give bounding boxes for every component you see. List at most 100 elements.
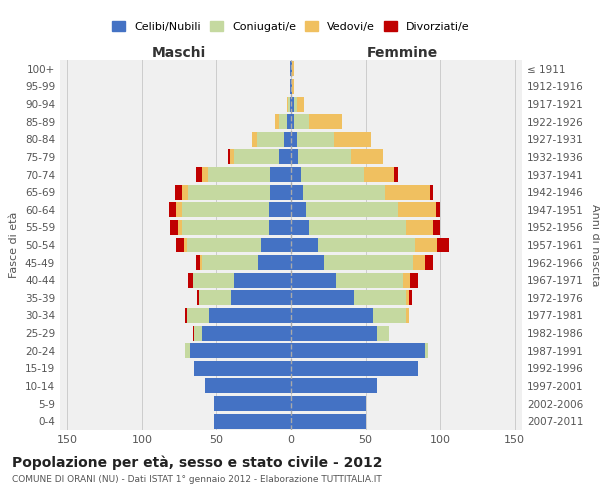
Bar	[187, 308, 209, 323]
Bar	[176, 202, 182, 218]
Bar	[291, 132, 297, 147]
Bar	[193, 326, 194, 340]
Bar	[294, 96, 297, 112]
Bar	[437, 238, 449, 252]
Bar	[377, 326, 389, 340]
Bar	[297, 132, 334, 147]
Bar	[291, 255, 324, 270]
Bar	[298, 150, 350, 164]
Bar	[291, 79, 292, 94]
Bar	[413, 255, 425, 270]
Bar	[297, 96, 304, 112]
Bar	[175, 184, 182, 200]
Bar	[232, 290, 291, 306]
Bar	[291, 62, 292, 76]
Bar	[291, 273, 336, 287]
Bar	[406, 308, 409, 323]
Bar	[176, 238, 184, 252]
Bar	[301, 167, 364, 182]
Bar	[425, 255, 433, 270]
Bar	[415, 238, 437, 252]
Bar	[196, 255, 200, 270]
Bar	[193, 273, 235, 287]
Bar	[394, 167, 398, 182]
Bar	[291, 114, 294, 129]
Bar	[257, 132, 284, 147]
Bar	[170, 220, 178, 235]
Bar	[258, 255, 291, 270]
Bar	[292, 79, 294, 94]
Bar	[194, 361, 291, 376]
Bar	[290, 79, 291, 94]
Bar	[306, 202, 398, 218]
Bar	[230, 150, 235, 164]
Bar	[235, 273, 291, 287]
Bar	[269, 202, 291, 218]
Bar	[270, 184, 291, 200]
Bar	[291, 167, 301, 182]
Bar	[182, 220, 269, 235]
Bar	[187, 238, 261, 252]
Bar	[291, 396, 365, 411]
Bar	[188, 184, 270, 200]
Bar	[291, 150, 298, 164]
Bar	[185, 343, 190, 358]
Bar	[252, 132, 257, 147]
Bar	[291, 96, 294, 112]
Bar	[290, 96, 291, 112]
Bar	[291, 220, 309, 235]
Bar	[436, 202, 440, 218]
Bar	[291, 361, 418, 376]
Bar	[185, 308, 187, 323]
Text: COMUNE DI ORANI (NU) - Dati ISTAT 1° gennaio 2012 - Elaborazione TUTTITALIA.IT: COMUNE DI ORANI (NU) - Dati ISTAT 1° gen…	[12, 475, 382, 484]
Bar	[309, 220, 406, 235]
Bar	[334, 132, 371, 147]
Y-axis label: Anni di nascita: Anni di nascita	[590, 204, 600, 286]
Bar	[433, 220, 440, 235]
Bar	[188, 273, 193, 287]
Bar	[194, 326, 202, 340]
Bar	[200, 255, 202, 270]
Bar	[409, 290, 412, 306]
Bar	[169, 202, 176, 218]
Bar	[279, 114, 287, 129]
Bar	[294, 114, 309, 129]
Bar	[291, 343, 425, 358]
Bar	[291, 184, 303, 200]
Bar	[350, 150, 383, 164]
Bar	[202, 326, 291, 340]
Bar	[353, 290, 406, 306]
Bar	[309, 114, 341, 129]
Bar	[199, 290, 232, 306]
Bar	[410, 273, 418, 287]
Bar	[291, 308, 373, 323]
Bar	[197, 290, 199, 306]
Legend: Celibi/Nubili, Coniugati/e, Vedovi/e, Divorziati/e: Celibi/Nubili, Coniugati/e, Vedovi/e, Di…	[109, 18, 473, 35]
Bar	[406, 220, 433, 235]
Bar	[178, 220, 182, 235]
Bar	[287, 96, 288, 112]
Bar	[182, 202, 269, 218]
Bar	[208, 167, 270, 182]
Bar	[196, 167, 202, 182]
Bar	[214, 396, 291, 411]
Bar	[403, 273, 410, 287]
Bar	[291, 326, 377, 340]
Text: Maschi: Maschi	[152, 46, 206, 60]
Bar	[291, 290, 353, 306]
Bar	[209, 308, 291, 323]
Bar	[288, 96, 290, 112]
Bar	[324, 255, 413, 270]
Bar	[291, 414, 365, 428]
Bar	[291, 238, 318, 252]
Bar	[284, 132, 291, 147]
Bar	[303, 184, 385, 200]
Bar	[275, 114, 279, 129]
Bar	[182, 184, 188, 200]
Bar	[235, 150, 279, 164]
Bar	[373, 308, 406, 323]
Bar	[291, 202, 306, 218]
Bar	[229, 150, 230, 164]
Bar	[430, 184, 433, 200]
Bar	[318, 238, 415, 252]
